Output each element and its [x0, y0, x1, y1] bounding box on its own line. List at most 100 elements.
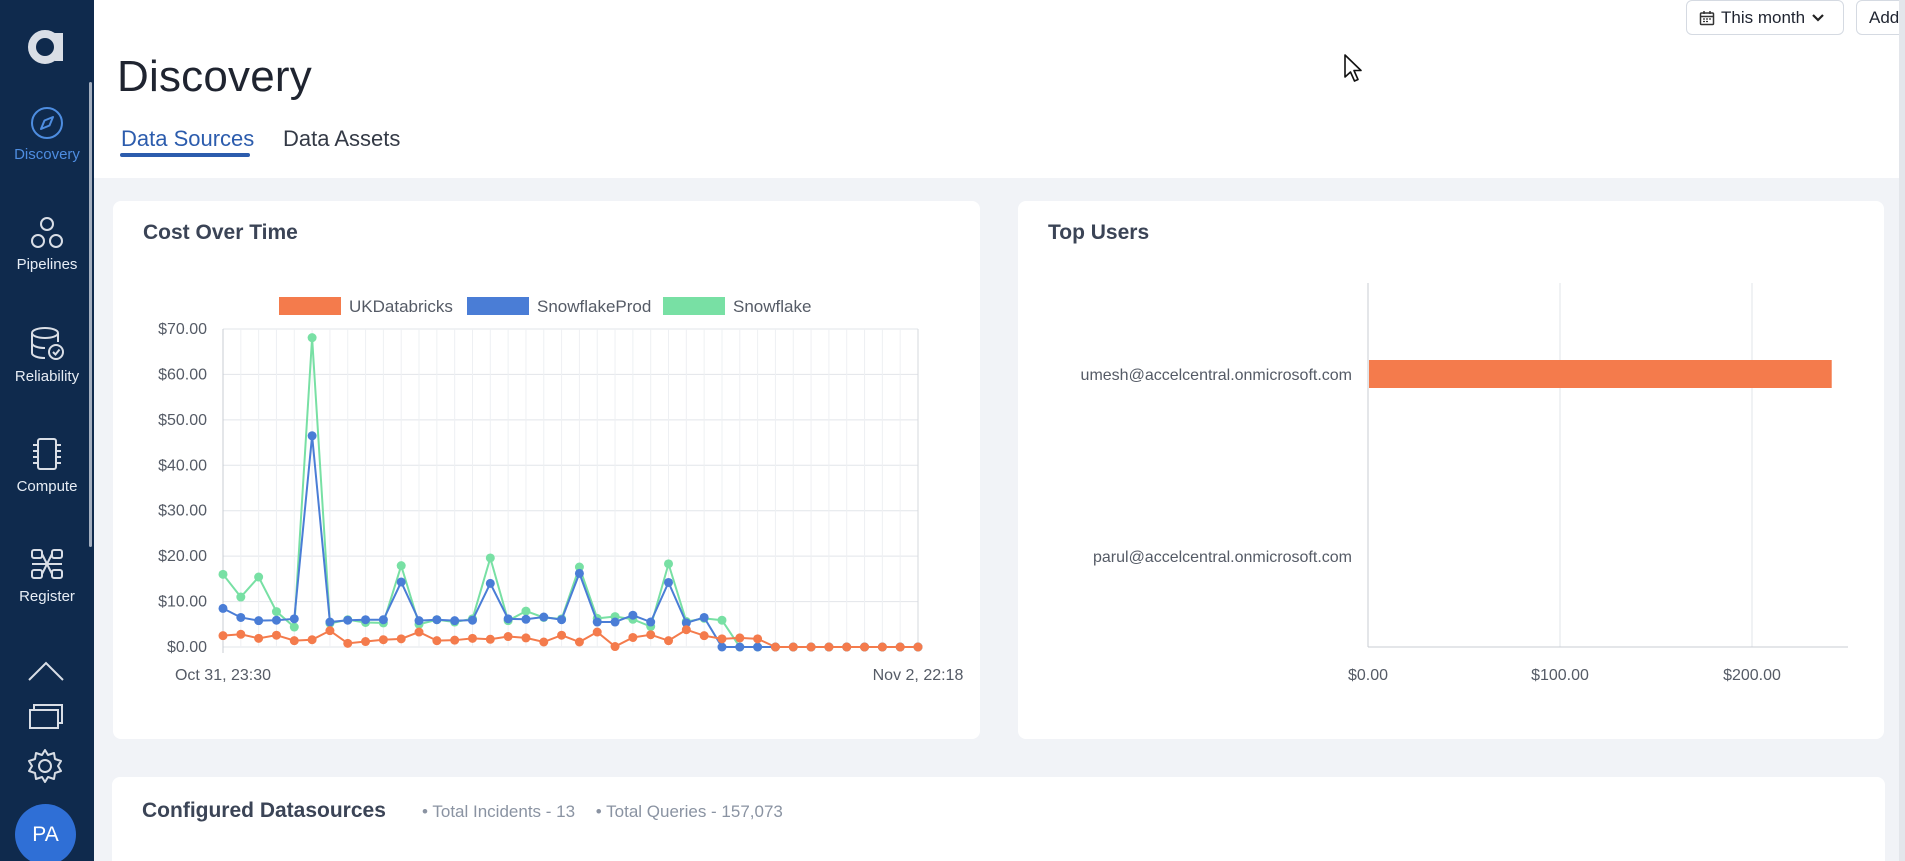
pipelines-icon [31, 217, 63, 248]
x-tick-label: Oct 31, 23:30 [175, 667, 271, 684]
data-point [432, 636, 442, 646]
top-users-card: Top Users $0.00 $100.00 $200.00 umesh@accel… [1018, 201, 1884, 739]
data-point [289, 622, 299, 632]
chip-icon [33, 438, 61, 470]
data-point [307, 635, 317, 645]
data-point [378, 635, 388, 645]
data-point [396, 634, 406, 644]
data-point [325, 617, 335, 627]
sidebar-item-label: Pipelines [16, 256, 78, 273]
y-category-label: parul@accelcentral.onmicrosoft.com [1093, 549, 1352, 566]
data-point [592, 627, 602, 637]
data-point [485, 553, 495, 563]
date-filter-button[interactable]: This month [1686, 0, 1844, 35]
legend-label: SnowflakeProd [537, 297, 651, 316]
sidebar-scrollbar[interactable] [89, 82, 92, 547]
cost-over-time-card: Cost Over Time $0.00 $10.00 $20.00 $30.00 $4… [113, 201, 980, 739]
legend-label: Snowflake [733, 297, 811, 316]
avatar-initials: PA [32, 822, 59, 846]
sidebar-item-discovery[interactable]: Discovery [0, 88, 94, 184]
data-point [236, 612, 246, 622]
y-tick-label: $20.00 [158, 548, 207, 565]
data-point [842, 642, 852, 652]
series-line [222, 628, 918, 648]
register-icon [31, 549, 63, 579]
gear-icon[interactable] [27, 748, 63, 784]
card-title: Top Users [1048, 221, 1150, 244]
data-point [521, 614, 531, 624]
data-point [467, 615, 477, 625]
data-point [806, 642, 816, 652]
x-tick-label: $200.00 [1723, 667, 1781, 684]
data-point [646, 617, 656, 627]
data-point [271, 615, 281, 625]
data-point [325, 626, 335, 636]
data-point [254, 616, 264, 626]
sidebar-item-label: Compute [16, 478, 78, 495]
y-tick-label: $70.00 [158, 321, 207, 338]
sidebar: Discovery Pipelines Reliability Compute [0, 0, 94, 861]
windows-icon[interactable] [27, 702, 65, 730]
data-point [557, 630, 567, 640]
tab-data-assets[interactable]: Data Assets [283, 126, 401, 151]
database-check-icon [31, 327, 64, 360]
bar [1369, 360, 1832, 388]
data-point [218, 569, 228, 579]
sidebar-item-register[interactable]: Register [0, 528, 94, 624]
data-point [218, 603, 228, 613]
add-new-label: Add New [1869, 7, 1905, 27]
avatar[interactable]: PA [15, 804, 76, 861]
data-point [254, 633, 264, 643]
data-point [218, 631, 228, 641]
data-point [521, 633, 531, 643]
active-tab-indicator [120, 153, 250, 157]
data-point [699, 612, 709, 622]
data-point [753, 642, 763, 652]
page-scrollbar[interactable] [1899, 0, 1905, 861]
data-point [539, 612, 549, 622]
y-tick-label: $0.00 [167, 639, 207, 656]
data-point [574, 637, 584, 647]
data-point [592, 617, 602, 627]
data-point [396, 561, 406, 571]
sidebar-item-compute[interactable]: Compute [0, 418, 94, 514]
sidebar-item-pipelines[interactable]: Pipelines [0, 198, 94, 294]
y-tick-label: $40.00 [158, 457, 207, 474]
data-point [664, 577, 674, 587]
data-point [788, 642, 798, 652]
data-point [699, 631, 709, 641]
legend-label: UKDatabricks [349, 297, 453, 316]
data-point [450, 616, 460, 626]
data-point [236, 592, 246, 602]
y-tick-label: $30.00 [158, 503, 207, 520]
data-point [770, 642, 780, 652]
logo-icon [28, 30, 63, 64]
data-point [343, 638, 353, 648]
data-point [521, 606, 531, 616]
page-title: Discovery [117, 52, 312, 101]
data-point [913, 642, 923, 652]
data-point [717, 634, 727, 644]
data-point [610, 642, 620, 652]
data-point [628, 632, 638, 642]
tab-data-sources[interactable]: Data Sources [121, 126, 255, 151]
app-logo[interactable] [0, 18, 94, 72]
page-header: Discovery Data Sources Data Assets This … [94, 0, 1905, 178]
data-point [610, 617, 620, 627]
datasource-stats: • Total Incidents - 13 • Total Queries -… [422, 802, 799, 822]
data-point [628, 610, 638, 620]
data-point [289, 636, 299, 646]
calendar-icon [1699, 10, 1715, 25]
y-category-label: umesh@accelcentral.onmicrosoft.com [1081, 367, 1352, 384]
data-point [895, 642, 905, 652]
data-point [378, 615, 388, 625]
series-line [222, 435, 918, 648]
y-tick-label: $50.00 [158, 412, 207, 429]
sidebar-item-reliability[interactable]: Reliability [0, 308, 94, 404]
x-tick-label: $100.00 [1531, 667, 1589, 684]
upload-cloud-icon[interactable] [27, 658, 65, 684]
data-point [735, 633, 745, 643]
add-new-button[interactable]: Add New [1856, 0, 1905, 35]
y-tick-label: $10.00 [158, 594, 207, 611]
data-point [681, 618, 691, 628]
